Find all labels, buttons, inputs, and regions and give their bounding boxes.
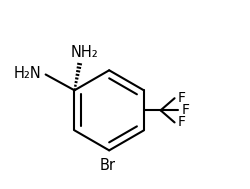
Text: F: F bbox=[178, 115, 186, 129]
Text: F: F bbox=[182, 103, 190, 117]
Text: H₂N: H₂N bbox=[13, 66, 41, 81]
Text: NH₂: NH₂ bbox=[71, 45, 99, 60]
Text: F: F bbox=[178, 91, 186, 105]
Text: Br: Br bbox=[99, 158, 115, 173]
